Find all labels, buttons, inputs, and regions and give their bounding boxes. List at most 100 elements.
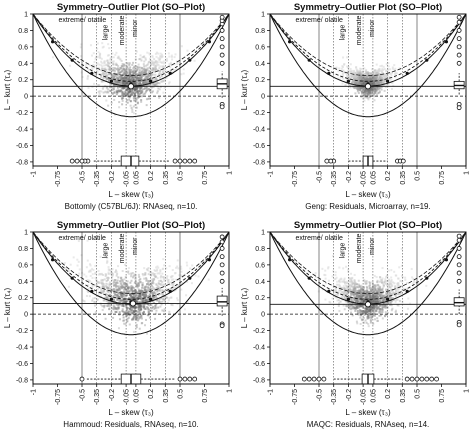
- density-point: [386, 293, 389, 296]
- x-tick-label: 1: [464, 389, 471, 393]
- density-point: [137, 288, 140, 291]
- density-point: [112, 308, 115, 311]
- density-point: [337, 289, 340, 292]
- density-point: [173, 69, 176, 72]
- density-point: [137, 95, 140, 98]
- density-point: [332, 254, 335, 257]
- density-point: [95, 63, 98, 66]
- y-tick-label: 0.8: [255, 28, 265, 35]
- density-point: [109, 68, 112, 71]
- density-point: [365, 90, 368, 93]
- density-point: [347, 268, 350, 271]
- density-point: [372, 309, 375, 312]
- density-point: [375, 89, 378, 92]
- density-point: [170, 279, 173, 282]
- density-point: [137, 294, 140, 297]
- density-point: [162, 60, 165, 63]
- density-point: [182, 72, 185, 75]
- density-point: [129, 292, 132, 295]
- density-point: [371, 288, 374, 291]
- density-point: [155, 77, 158, 80]
- density-point: [154, 73, 157, 76]
- density-point: [88, 263, 91, 266]
- density-point: [105, 91, 108, 94]
- density-point: [375, 93, 378, 96]
- density-point: [387, 62, 390, 65]
- density-point: [93, 297, 96, 300]
- y-tick-label: 0: [261, 312, 265, 319]
- x-tick-label: -0.5: [80, 171, 87, 183]
- density-point: [106, 62, 109, 65]
- density-point: [131, 110, 134, 113]
- x-tick-label: 1: [227, 389, 234, 393]
- density-point: [372, 296, 375, 299]
- density-point: [380, 294, 383, 297]
- density-point: [360, 73, 363, 76]
- density-point: [167, 52, 170, 55]
- density-point: [398, 284, 401, 287]
- density-point: [113, 279, 116, 282]
- density-point: [107, 272, 110, 275]
- density-point: [363, 279, 366, 282]
- density-point: [360, 284, 363, 287]
- density-point: [118, 318, 121, 321]
- density-point: [362, 97, 365, 100]
- density-point: [120, 74, 123, 77]
- density-point: [364, 70, 367, 73]
- density-point: [348, 307, 351, 310]
- density-point: [117, 75, 120, 78]
- density-point: [143, 65, 146, 68]
- density-point: [174, 286, 177, 289]
- density-point: [417, 282, 420, 285]
- density-point: [134, 82, 137, 85]
- density-point: [144, 292, 147, 295]
- density-point: [121, 308, 124, 311]
- density-point: [114, 271, 117, 274]
- skew-outlier: [79, 158, 85, 164]
- density-point: [186, 49, 189, 52]
- density-point: [399, 292, 402, 295]
- density-point: [131, 312, 134, 315]
- density-point: [136, 83, 139, 86]
- density-point: [125, 99, 128, 102]
- density-point: [147, 310, 150, 313]
- density-point: [95, 278, 98, 281]
- density-point: [378, 295, 381, 298]
- density-point: [134, 274, 137, 277]
- density-point: [101, 281, 104, 284]
- density-point: [96, 68, 99, 71]
- density-point: [153, 272, 156, 275]
- density-point: [374, 318, 377, 321]
- density-point: [150, 292, 153, 295]
- density-point: [152, 277, 155, 280]
- density-point: [171, 304, 174, 307]
- density-point: [378, 87, 381, 90]
- curve-marker: [168, 289, 172, 293]
- density-point: [96, 47, 99, 50]
- density-point: [381, 267, 384, 270]
- kurt-outlier: [219, 36, 225, 42]
- density-point: [100, 288, 103, 291]
- density-point: [138, 89, 141, 92]
- density-point: [145, 80, 148, 83]
- curve-marker: [425, 58, 429, 62]
- density-point: [121, 299, 124, 302]
- density-point: [350, 294, 353, 297]
- density-point: [118, 101, 121, 104]
- density-point: [164, 74, 167, 77]
- density-point: [149, 75, 152, 78]
- density-point: [140, 71, 143, 74]
- density-point: [360, 77, 363, 80]
- density-point: [149, 70, 152, 73]
- density-point: [368, 281, 371, 284]
- density-point: [376, 87, 379, 90]
- density-point: [333, 286, 336, 289]
- density-point: [381, 74, 384, 77]
- density-point: [377, 288, 380, 291]
- density-point: [103, 278, 106, 281]
- density-point: [186, 301, 189, 304]
- density-point: [126, 289, 129, 292]
- x-tick-label: -0.35: [331, 389, 338, 405]
- density-point: [137, 315, 140, 318]
- density-point: [344, 300, 347, 303]
